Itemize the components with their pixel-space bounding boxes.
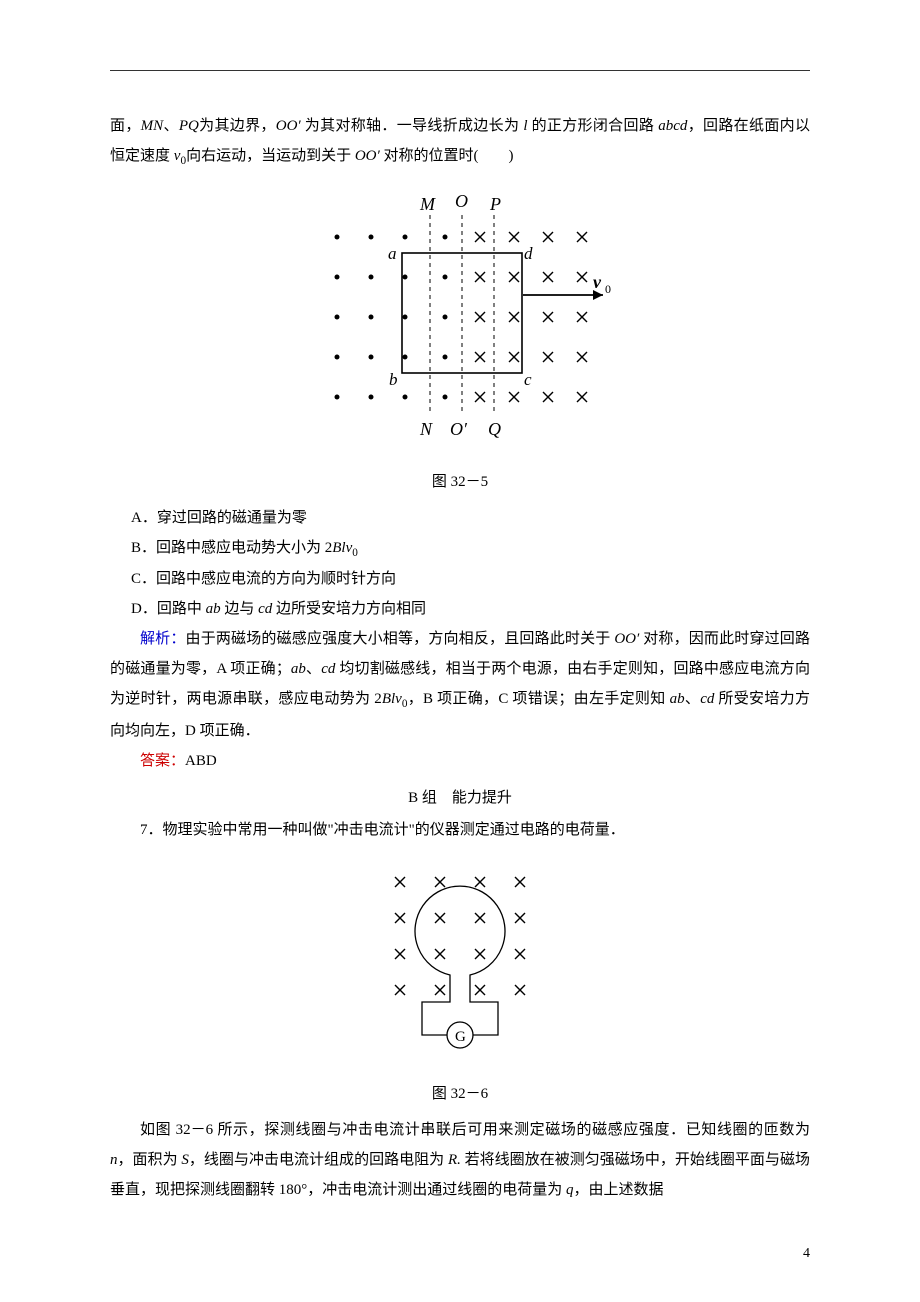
fig1-label-v-sub: 0 [605,282,611,296]
question-7-body: 如图 32－6 所示，探测线圈与冲击电流计串联后可用来测定磁场的磁感应强度．已知… [110,1115,810,1205]
fig1-label-M: M [419,194,436,214]
t-l: l [519,118,531,134]
ana-ab2: ab [670,691,685,707]
fig2-crosses [395,877,525,995]
fig1-label-P: P [489,194,501,214]
question-stem: 面，MN、PQ为其边界，OO′ 为其对称轴．一导线折成边长为 l 的正方形闭合回… [110,111,810,173]
t-c: 为其对称轴．一导线折成边长为 [301,118,520,134]
t-sep: 、 [163,118,179,134]
fig1-label-Q: Q [488,419,501,439]
option-A: A．穿过回路的磁通量为零 [110,503,810,533]
optD-c: 边所受安培力方向相同 [276,601,426,617]
answer-label: 答案： [140,753,185,769]
fig1-label-O: O [455,191,468,211]
t-f: 向右运动，当运动到关于 [186,148,351,164]
ana-sep1: 、 [306,661,321,677]
b-S: S [178,1152,189,1168]
b-R: R. [444,1152,461,1168]
t-b: 为其边界， [199,118,276,134]
t-d: 的正方形闭合回路 [532,118,655,134]
ana-cd2: cd [700,691,714,707]
fig1-label-d: d [524,244,533,263]
fig2-G-label: G [455,1029,466,1045]
t-pq: PQ [179,118,199,134]
fig1-label-v: v [593,272,602,292]
answer-value: ABD [185,753,217,769]
t-mn: MN [141,118,164,134]
optD-cd: cd [254,601,276,617]
option-D: D．回路中 ab 边与 cd 边所受安培力方向相同 [110,594,810,624]
optD-b: 边与 [224,601,254,617]
b-a: 如图 32－6 所示，探测线圈与冲击电流计串联后可用来测定磁场的磁感应强度．已知… [140,1122,810,1138]
figure-32-5-caption: 图 32－5 [110,470,810,491]
t-g: 对称的位置时( ) [384,148,514,164]
t-abcd: abcd [654,118,687,134]
optB-sub: 0 [352,547,358,559]
ana-sep2: 、 [685,691,701,707]
fig1-label-a: a [388,244,397,263]
ana-a: 由于两磁场的磁感应强度大小相等，方向相反，且回路此时关于 [186,631,611,647]
ana-oo: OO′ [610,631,643,647]
ana-d: ，B 项正确，C 项错误；由左手定则知 [407,691,669,707]
figure-32-5: M O P N O′ Q [110,185,810,460]
t-a: 面， [110,118,141,134]
optB-Blv: Blv [332,540,352,556]
ana-Blv: Blv [382,691,402,707]
fig1-label-c: c [524,370,532,389]
analysis-label: 解析： [140,631,186,647]
page-number: 4 [803,1246,810,1262]
option-B: B．回路中感应电动势大小为 2Blv0 [110,533,810,565]
b-e: ，由上述数据 [574,1182,664,1198]
optD-a: D．回路中 [131,601,202,617]
analysis-paragraph: 解析：由于两磁场的磁感应强度大小相等，方向相反，且回路此时关于 OO′ 对称，因… [110,624,810,746]
optB-a: B．回路中感应电动势大小为 2 [131,540,332,556]
question-7: 7．物理实验中常用一种叫做"冲击电流计"的仪器测定通过电路的电荷量． [110,815,810,845]
t-oo: OO′ [276,118,301,134]
optD-ab: ab [202,601,225,617]
fig1-label-N: N [419,419,433,439]
b-n: n [110,1152,118,1168]
t-oo2: OO′ [351,148,383,164]
b-q: q [562,1182,573,1198]
figure-32-6-caption: 图 32－6 [110,1082,810,1103]
top-divider [110,70,810,71]
b-b: ，面积为 [118,1152,178,1168]
b-c: ，线圈与冲击电流计组成的回路电阻为 [189,1152,444,1168]
option-C: C．回路中感应电流的方向为顺时针方向 [110,564,810,594]
answer-line: 答案：ABD [110,746,810,776]
ana-ab: ab [291,661,306,677]
fig1-label-b: b [389,370,398,389]
ana-cd: cd [321,661,335,677]
t-v0: v [170,148,180,164]
fig2-coil [415,886,505,987]
section-b-header: B 组 能力提升 [110,786,810,807]
fig1-label-Oprime: O′ [450,419,468,439]
figure-32-6: G [110,857,810,1072]
